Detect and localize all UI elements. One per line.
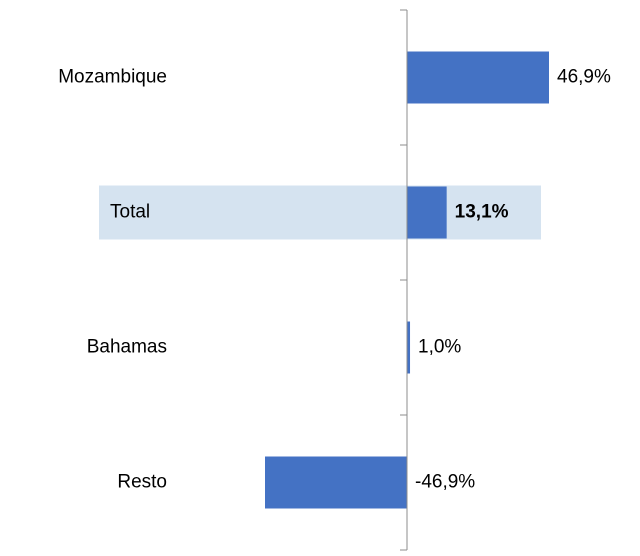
bar xyxy=(407,51,549,104)
bar xyxy=(407,186,447,239)
category-label: Mozambique xyxy=(58,67,167,88)
value-label: 46,9% xyxy=(557,67,611,88)
bar xyxy=(265,456,407,509)
value-label: -46,9% xyxy=(415,472,475,493)
value-label: 13,1% xyxy=(455,202,509,223)
highlight-row xyxy=(99,185,541,240)
category-label: Resto xyxy=(117,472,167,493)
bar xyxy=(407,321,411,374)
category-label: Bahamas xyxy=(87,337,167,358)
category-label: Total xyxy=(110,202,150,223)
value-label: 1,0% xyxy=(418,337,461,358)
